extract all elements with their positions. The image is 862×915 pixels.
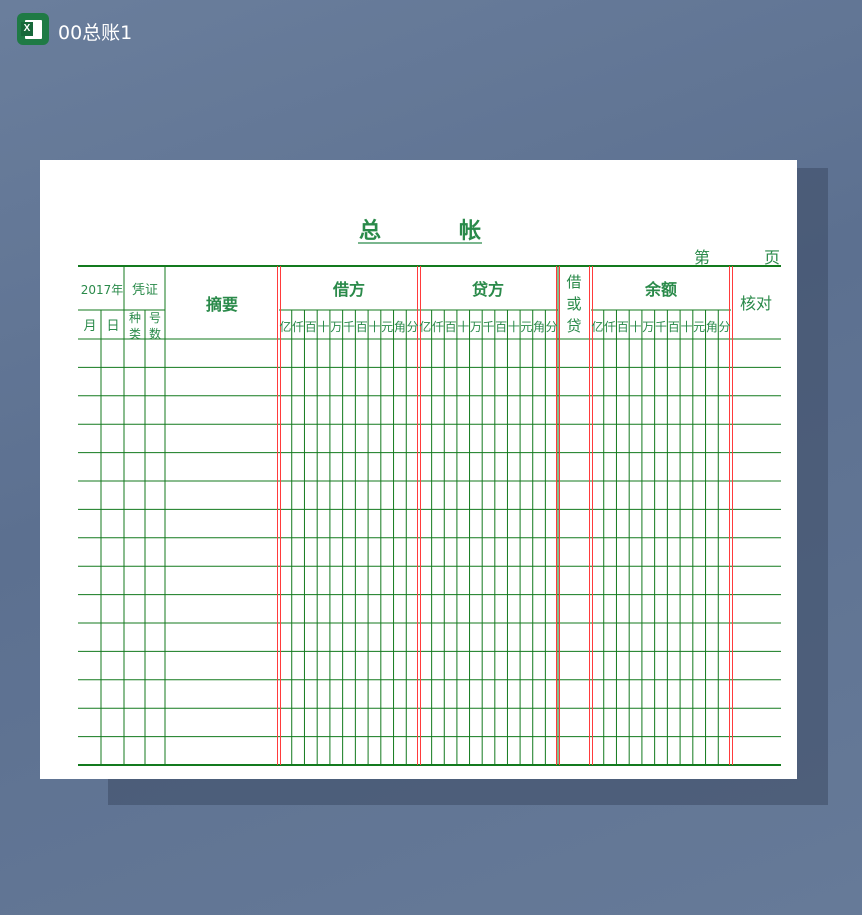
digit-unit-label: 亿 (419, 319, 431, 334)
day-header: 日 (106, 319, 119, 334)
year-label: 2017年 (81, 283, 124, 297)
digit-unit-label: 万 (470, 320, 482, 334)
excel-icon: X (17, 13, 49, 45)
digit-unit-label: 十 (368, 320, 380, 334)
digit-unit-label: 角 (533, 320, 545, 334)
digit-unit-label: 十 (508, 320, 520, 334)
voucher-no-1: 号 (149, 311, 161, 325)
debit-header: 借方 (332, 280, 365, 299)
digit-unit-label: 十 (680, 320, 692, 334)
voucher-no-2: 数 (149, 326, 161, 341)
voucher-type-2: 类 (129, 327, 141, 341)
credit-header: 贷方 (472, 280, 504, 299)
voucher-type-1: 种 (129, 311, 141, 325)
digit-unit-label: 元 (520, 320, 532, 334)
digit-unit-label: 仟 (432, 320, 444, 334)
digit-unit-label: 仟 (604, 320, 616, 334)
check-header: 核对 (740, 294, 772, 313)
digit-unit-label: 角 (394, 320, 406, 334)
summary-header: 摘要 (206, 295, 238, 314)
digit-unit-label: 亿 (279, 319, 291, 334)
digit-unit-label: 角 (706, 320, 718, 334)
page-suffix: 页 (764, 248, 780, 267)
title-right: 帐 (459, 219, 481, 244)
dc-char-1: 借 (566, 273, 581, 291)
voucher-label: 凭证 (132, 283, 158, 298)
digit-unit-label: 万 (330, 320, 342, 334)
digit-unit-label: 元 (693, 320, 705, 334)
dc-char-3: 贷 (566, 317, 581, 335)
digit-unit-label: 十 (457, 320, 469, 334)
digit-unit-label: 十 (630, 320, 642, 334)
digit-unit-label: 百 (305, 320, 317, 334)
digit-unit-label: 千 (482, 320, 494, 334)
digit-unit-label: 仟 (292, 320, 304, 334)
title-left: 总 (359, 218, 381, 244)
digit-unit-label: 亿 (591, 319, 603, 334)
digit-unit-label: 万 (642, 320, 654, 334)
digit-unit-label: 千 (343, 320, 355, 334)
digit-unit-label: 元 (381, 320, 393, 334)
digit-unit-label: 百 (495, 320, 507, 334)
month-header: 月 (83, 319, 96, 334)
digit-unit-label: 百 (668, 320, 680, 334)
window-title: 00总账1 (58, 22, 133, 44)
digit-unit-label: 千 (655, 320, 667, 334)
balance-header: 余额 (644, 280, 677, 299)
dc-char-2: 或 (566, 295, 581, 313)
digit-unit-label: 十 (318, 320, 330, 334)
ledger-sheet (40, 160, 797, 779)
digit-unit-label: 分 (407, 320, 419, 334)
page-prefix: 第 (694, 248, 710, 267)
digit-unit-label: 百 (445, 320, 457, 334)
digit-unit-label: 分 (546, 320, 558, 334)
digit-unit-label: 百 (356, 320, 368, 334)
digit-unit-label: 分 (719, 320, 731, 334)
digit-unit-label: 百 (617, 320, 629, 334)
